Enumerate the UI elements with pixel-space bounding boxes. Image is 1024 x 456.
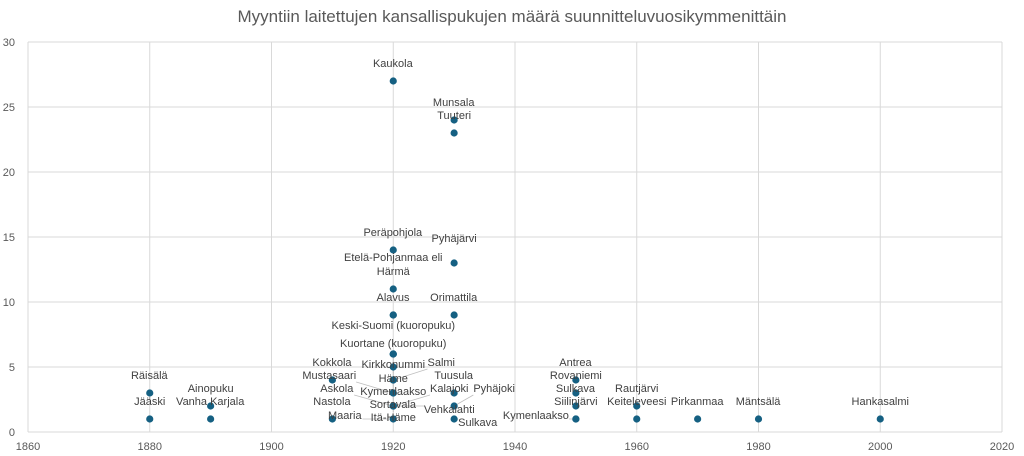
data-point	[876, 415, 884, 423]
chart-title: Myyntiin laitettujen kansallispukujen mä…	[238, 7, 787, 26]
data-point	[633, 415, 641, 423]
data-label: Nastola	[313, 396, 351, 408]
data-point	[207, 402, 215, 410]
data-point	[389, 246, 397, 254]
data-label: Kuortane (kuoropuku)	[340, 338, 446, 350]
data-label: Antrea	[559, 357, 592, 369]
data-point	[450, 259, 458, 267]
data-label: Salmi	[427, 357, 455, 369]
data-point	[146, 389, 154, 397]
label-leader-line	[453, 394, 474, 407]
y-tick-label: 25	[3, 102, 15, 114]
data-label: Kaukola	[373, 58, 414, 70]
label-leader-line	[393, 394, 431, 407]
data-point	[754, 415, 763, 423]
data-label: Etelä-Pohjanmaa eli Härmä	[344, 252, 442, 278]
y-tick-label: 30	[3, 37, 15, 49]
data-label: Pirkanmaa	[671, 396, 724, 408]
label-leader-line	[356, 381, 394, 394]
data-point	[572, 389, 580, 397]
data-label: Mäntsälä	[736, 396, 782, 408]
data-point	[389, 402, 397, 410]
data-label: Kymenlaakso	[360, 386, 426, 398]
data-point	[572, 415, 580, 423]
data-point	[450, 389, 458, 397]
data-label: Rovaniemi	[550, 370, 602, 382]
y-tick-label: 0	[9, 427, 15, 439]
data-label: Ainopuku	[188, 383, 234, 395]
data-label: Pyhäjoki	[473, 383, 515, 395]
data-point	[328, 376, 336, 384]
data-point	[450, 116, 458, 124]
data-point	[389, 350, 397, 358]
data-label: Pyhäjärvi	[432, 233, 477, 245]
data-point	[572, 402, 580, 410]
data-label: Tuusula	[434, 370, 474, 382]
data-label: Orimattila	[430, 292, 478, 304]
data-label: Tuuteri	[437, 110, 471, 122]
data-point	[450, 402, 458, 410]
data-point	[389, 363, 397, 371]
data-label: Peräpohjola	[363, 227, 423, 239]
x-tick-label: 2000	[868, 441, 892, 453]
x-tick-label: 1880	[138, 441, 162, 453]
data-label: Munsala	[433, 97, 475, 109]
data-label: Sulkava	[458, 417, 498, 429]
y-tick-label: 5	[9, 362, 15, 374]
data-label: Hankasalmi	[852, 396, 909, 408]
y-tick-label: 15	[3, 232, 15, 244]
data-label: Rautjärvi	[615, 383, 658, 395]
data-label: Kymenlaakso	[503, 410, 569, 422]
y-tick-label: 10	[3, 297, 15, 309]
data-label: Mustasaari	[302, 370, 356, 382]
x-tick-label: 1980	[746, 441, 770, 453]
data-label: Vanha Karjala	[176, 396, 245, 408]
data-point	[389, 311, 397, 319]
data-point	[450, 311, 458, 319]
data-label: Kokkola	[312, 357, 352, 369]
data-label: Räisälä	[131, 370, 169, 382]
y-tick-label: 20	[3, 167, 15, 179]
data-point	[389, 376, 397, 384]
x-tick-label: 1900	[259, 441, 283, 453]
data-label: Keski-Suomi (kuoropuku)	[332, 320, 456, 332]
label-leader-line	[393, 368, 428, 381]
data-point	[328, 415, 336, 423]
data-label: Siilinjärvi	[554, 396, 597, 408]
data-label: Askola	[320, 383, 354, 395]
data-label: Keiteleveesi	[607, 396, 666, 408]
x-tick-label: 1920	[381, 441, 405, 453]
x-tick-label: 2020	[990, 441, 1014, 453]
x-tick-label: 1860	[16, 441, 40, 453]
data-label: Jääski	[134, 396, 165, 408]
data-point	[633, 402, 641, 410]
data-label: Häme	[379, 373, 408, 385]
data-label: Maaria	[328, 410, 363, 422]
data-label: Kalajoki	[430, 383, 469, 395]
data-label: Alavus	[376, 292, 410, 304]
data-point	[207, 415, 215, 423]
data-label: Sulkava	[556, 383, 596, 395]
data-point	[450, 415, 458, 423]
x-tick-label: 1960	[625, 441, 649, 453]
data-point	[389, 415, 397, 423]
data-label: Kirkkonummi	[361, 359, 425, 371]
data-label: Itä-Häme	[371, 412, 416, 424]
data-point	[694, 415, 702, 423]
data-point	[389, 77, 397, 85]
data-point	[450, 129, 458, 137]
data-label: Vehkalahti	[424, 404, 475, 416]
data-point	[572, 376, 580, 384]
data-point	[389, 389, 397, 397]
x-tick-label: 1940	[503, 441, 527, 453]
data-label: Sortavala	[370, 399, 417, 411]
label-leader-line	[354, 394, 394, 407]
data-point	[389, 285, 397, 293]
data-point	[146, 415, 154, 423]
